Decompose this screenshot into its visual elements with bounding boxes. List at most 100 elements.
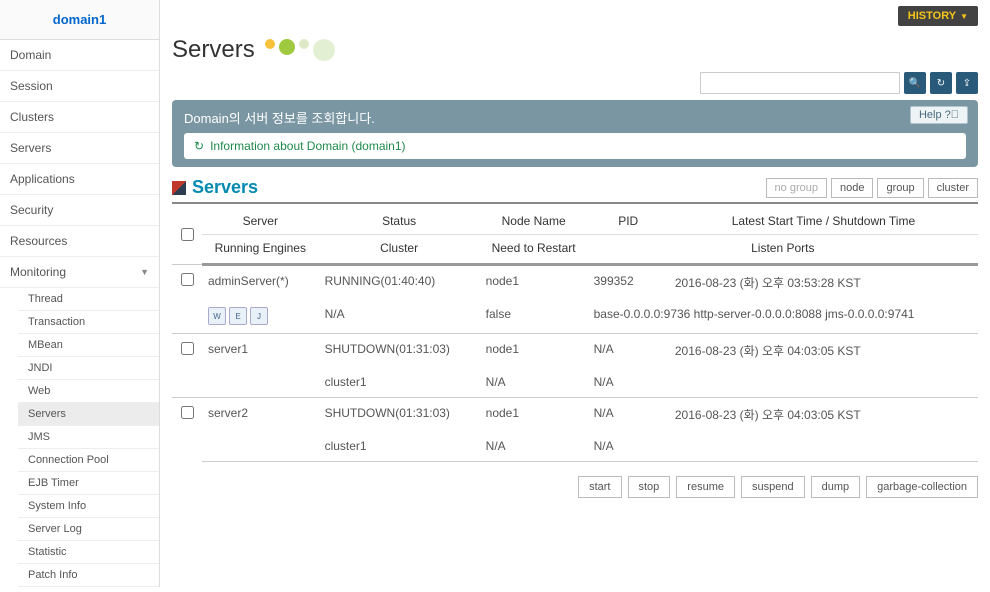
cell-pid: 399352 (588, 265, 669, 300)
nav-monitoring-label: Monitoring (10, 265, 66, 279)
info-detail-text: Information about Domain (domain1) (210, 139, 405, 153)
filter-group[interactable]: group (877, 178, 923, 198)
action-buttons: start stop resume suspend dump garbage-c… (172, 476, 978, 498)
nav-sub-thread[interactable]: Thread (18, 288, 159, 311)
help-button[interactable]: Help ?⃝ (910, 106, 968, 124)
nav-sub-serverlog[interactable]: Server Log (18, 518, 159, 541)
stop-button[interactable]: stop (628, 476, 671, 498)
col-pid: PID (588, 208, 669, 235)
nav-monitoring[interactable]: Monitoring ▼ (0, 257, 159, 288)
history-button[interactable]: HISTORY ▼ (898, 6, 978, 26)
cell-time: 2016-08-23 (화) 오후 03:53:28 KST (669, 265, 978, 300)
section-title: Servers (172, 177, 258, 198)
section-title-text: Servers (192, 177, 258, 198)
nav-sub-jms[interactable]: JMS (18, 426, 159, 449)
page-title-area: Servers (172, 36, 978, 64)
row-checkbox[interactable] (181, 273, 194, 286)
nav-sub-web[interactable]: Web (18, 380, 159, 403)
cell-cluster: cluster1 (319, 431, 480, 462)
info-panel: Help ?⃝ Domain의 서버 정보를 조회합니다. ↻ Informat… (172, 100, 978, 167)
col-restart: Need to Restart (480, 235, 588, 265)
col-ports: Listen Ports (588, 235, 978, 265)
cell-server: server2 (202, 398, 319, 432)
export-icon[interactable]: ⇪ (956, 72, 978, 94)
nav-sub-servers[interactable]: Servers (18, 403, 159, 426)
chevron-down-icon: ▼ (960, 12, 968, 21)
start-button[interactable]: start (578, 476, 621, 498)
nav-applications[interactable]: Applications (0, 164, 159, 195)
page-title: Servers (172, 36, 255, 64)
col-server: Server (202, 208, 319, 235)
info-detail: ↻ Information about Domain (domain1) (184, 133, 966, 159)
select-all-checkbox[interactable] (181, 228, 194, 241)
nav-sub-ejbtimer[interactable]: EJB Timer (18, 472, 159, 495)
cell-server: adminServer(*) (202, 265, 319, 300)
search-icon[interactable]: 🔍 (904, 72, 926, 94)
cell-engines: WEJ (202, 299, 319, 334)
row-checkbox-cell (172, 265, 202, 334)
cell-restart: N/A (480, 367, 588, 398)
cell-ports: base-0.0.0.0:9736 http-server-0.0.0.0:80… (588, 299, 978, 334)
nav-security[interactable]: Security (0, 195, 159, 226)
engine-icon: W (208, 307, 226, 325)
row-checkbox[interactable] (181, 342, 194, 355)
dot-icon (265, 39, 275, 49)
row-checkbox-cell (172, 398, 202, 462)
resume-button[interactable]: resume (676, 476, 735, 498)
cell-restart: false (480, 299, 588, 334)
cell-time: 2016-08-23 (화) 오후 04:03:05 KST (669, 398, 978, 432)
cell-time: 2016-08-23 (화) 오후 04:03:05 KST (669, 334, 978, 368)
nav-sub-statistic[interactable]: Statistic (18, 541, 159, 564)
refresh-icon[interactable]: ↻ (930, 72, 952, 94)
sidebar: domain1 Domain Session Clusters Servers … (0, 0, 160, 587)
cell-node: node1 (480, 265, 588, 300)
col-checkbox (172, 208, 202, 265)
filter-cluster[interactable]: cluster (928, 178, 978, 198)
engine-icons: WEJ (208, 307, 313, 325)
decorative-dots (265, 39, 335, 61)
nav-sub-sysinfo[interactable]: System Info (18, 495, 159, 518)
cell-engines (202, 431, 319, 462)
cell-status: SHUTDOWN(01:31:03) (319, 398, 480, 432)
row-checkbox-cell (172, 334, 202, 398)
col-cluster: Cluster (319, 235, 480, 265)
filter-nogroup[interactable]: no group (766, 178, 827, 198)
col-nodename: Node Name (480, 208, 588, 235)
engine-icon: E (229, 307, 247, 325)
cell-cluster: N/A (319, 299, 480, 334)
cell-pid: N/A (588, 398, 669, 432)
nav-sub-jndi[interactable]: JNDI (18, 357, 159, 380)
filter-node[interactable]: node (831, 178, 873, 198)
nav-sub-connpool[interactable]: Connection Pool (18, 449, 159, 472)
cell-node: node1 (480, 334, 588, 368)
topbar: HISTORY ▼ (172, 0, 978, 32)
nav-resources[interactable]: Resources (0, 226, 159, 257)
row-checkbox[interactable] (181, 406, 194, 419)
dump-button[interactable]: dump (811, 476, 861, 498)
col-engines: Running Engines (202, 235, 319, 265)
nav-clusters[interactable]: Clusters (0, 102, 159, 133)
nav-sub-patchinfo[interactable]: Patch Info (18, 564, 159, 587)
cell-ports: N/A (588, 367, 978, 398)
gc-button[interactable]: garbage-collection (866, 476, 978, 498)
dot-icon (313, 39, 335, 61)
cell-ports: N/A (588, 431, 978, 462)
nav-sub-transaction[interactable]: Transaction (18, 311, 159, 334)
nav-sub-mbean[interactable]: MBean (18, 334, 159, 357)
cell-cluster: cluster1 (319, 367, 480, 398)
nav-servers[interactable]: Servers (0, 133, 159, 164)
filter-buttons: no group node group cluster (766, 178, 978, 198)
domain-header[interactable]: domain1 (0, 0, 159, 40)
suspend-button[interactable]: suspend (741, 476, 805, 498)
info-title: Domain의 서버 정보를 조회합니다. (184, 108, 966, 127)
servers-table: Server Status Node Name PID Latest Start… (172, 208, 978, 462)
col-time: Latest Start Time / Shutdown Time (669, 208, 978, 235)
flag-icon (172, 181, 186, 195)
nav-domain[interactable]: Domain (0, 40, 159, 71)
history-label: HISTORY (908, 10, 956, 22)
search-input[interactable] (700, 72, 900, 94)
nav-session[interactable]: Session (0, 71, 159, 102)
nav-monitoring-sub: Thread Transaction MBean JNDI Web Server… (0, 288, 159, 587)
engine-icon: J (250, 307, 268, 325)
help-icon: ?⃝ (945, 109, 959, 121)
